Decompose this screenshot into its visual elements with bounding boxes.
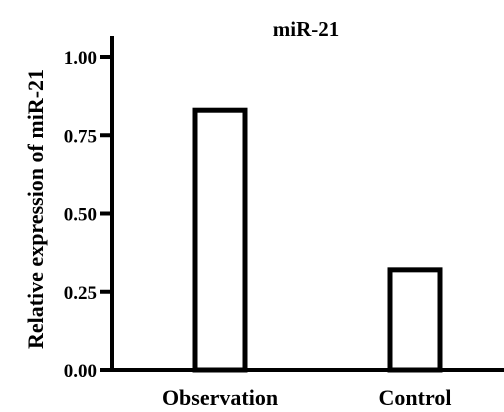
chart-title: miR-21 — [273, 17, 340, 41]
y-tick-label: 0.00 — [64, 361, 97, 382]
x-tick-label: Control — [379, 385, 452, 410]
y-tick-label: 0.75 — [64, 126, 97, 147]
bar-control — [387, 267, 443, 373]
y-axis-label: Relative expression of miR-21 — [23, 69, 48, 349]
y-tick-label: 1.00 — [64, 48, 97, 69]
bar-observation — [192, 107, 248, 373]
y-tick-label: 0.50 — [64, 205, 97, 226]
x-tick-label: Observation — [162, 385, 278, 410]
y-tick-label: 0.25 — [64, 283, 97, 304]
